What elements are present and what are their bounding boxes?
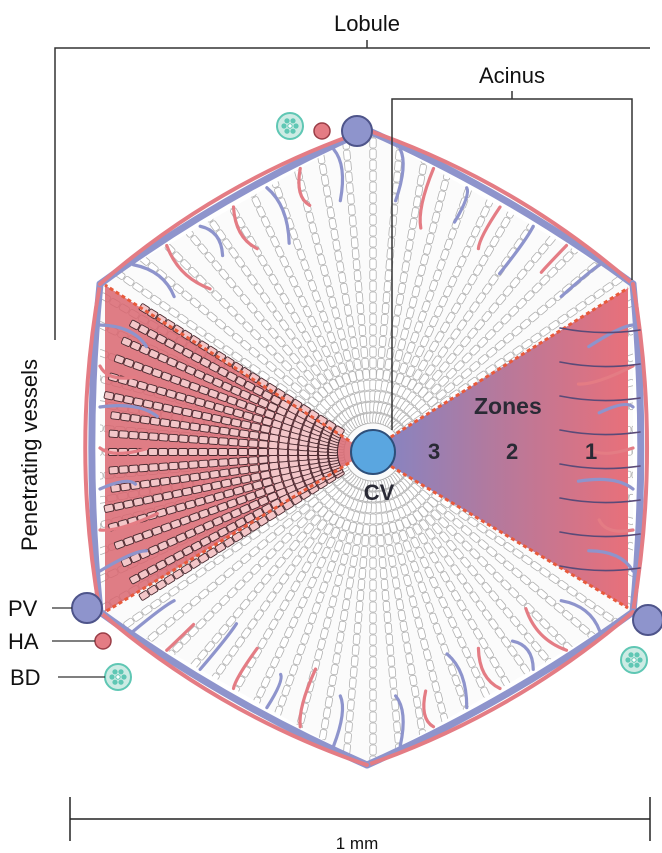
- acinus-triangle: [367, 288, 628, 608]
- zones-label: Zones: [474, 393, 542, 419]
- acinus-zone: [366, 286, 629, 610]
- portal-triad-top: [276, 112, 373, 147]
- cv-label: CV: [364, 480, 395, 505]
- portal-vein-left: [71, 592, 103, 624]
- acinus-bracket: [391, 91, 633, 430]
- pointer-lines: [52, 607, 105, 678]
- scale-label: 1 mm: [336, 834, 379, 853]
- zone-1-label: 1: [585, 439, 597, 464]
- portal-vein-top: [341, 115, 373, 147]
- lobule-label: Lobule: [334, 11, 400, 36]
- lobule-bracket: [54, 40, 650, 340]
- penetrating-vessels: [83, 126, 650, 769]
- bd-label: BD: [10, 665, 41, 690]
- left-sector-border-bottom: [104, 450, 368, 614]
- left-sector: [103, 283, 368, 614]
- penetrating-vessels-label: Penetrating vessels: [17, 359, 42, 551]
- hepatic-artery-top: [313, 122, 331, 140]
- portal-vein-right: [632, 604, 662, 636]
- zone-2-label: 2: [506, 439, 518, 464]
- pv-label: PV: [8, 596, 38, 621]
- zone-3-label: 3: [428, 439, 440, 464]
- left-sector-border-top: [104, 283, 368, 454]
- acinus-border-top: [366, 286, 629, 454]
- scale-bar: [69, 797, 651, 841]
- hepatic-artery-left: [94, 632, 112, 650]
- acinus-label: Acinus: [479, 63, 545, 88]
- central-vein: [350, 429, 396, 475]
- bile-duct-patterns: [109, 118, 643, 685]
- acinus-border-bottom: [366, 450, 629, 610]
- portal-triad-right: [620, 604, 662, 674]
- ha-label: HA: [8, 629, 39, 654]
